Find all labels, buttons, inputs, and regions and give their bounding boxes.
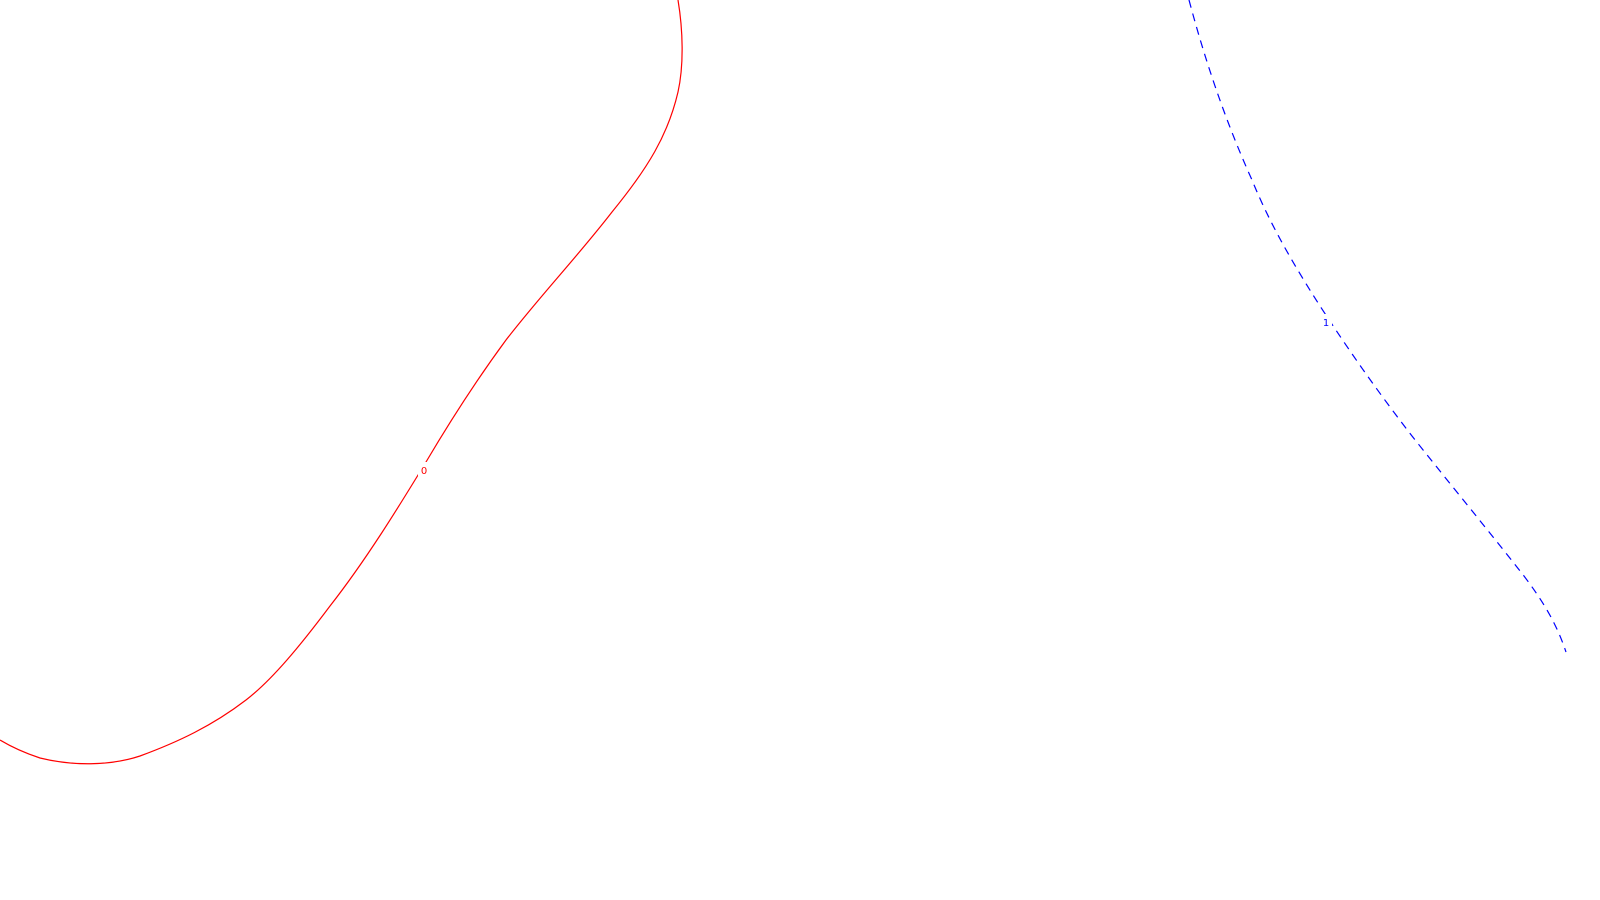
- contour-line-1: [1188, 0, 1567, 653]
- contour-label-1: 1: [1323, 318, 1329, 329]
- contour-line-0-group: 0: [0, 0, 683, 765]
- contour-label-0: 0: [421, 466, 427, 477]
- contour-line-0: [0, 0, 683, 765]
- contour-line-1-group: 1: [1188, 0, 1567, 653]
- contour-label-1-bg: [1320, 314, 1332, 328]
- contour-label-0-bg: [418, 462, 430, 476]
